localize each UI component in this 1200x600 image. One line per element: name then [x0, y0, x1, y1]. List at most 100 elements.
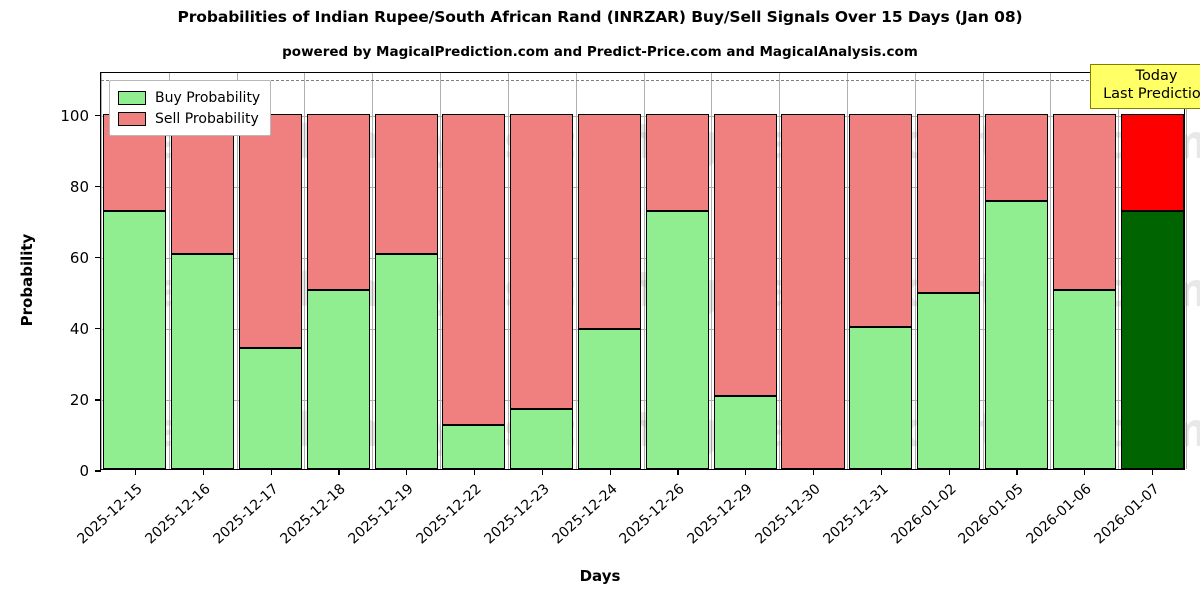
- bar-segment-sell[interactable]: [578, 113, 642, 329]
- bar-segment-sell[interactable]: [374, 113, 438, 255]
- y-tick-mark-0: [95, 470, 101, 472]
- y-tick-mark-60: [95, 257, 101, 259]
- bar-segment-buy[interactable]: [1120, 211, 1184, 469]
- y-tick-label-80: 80: [69, 177, 89, 196]
- bar-group[interactable]: [713, 71, 777, 469]
- x-tick-mark-2: [270, 469, 272, 475]
- bar-segment-sell[interactable]: [713, 113, 777, 397]
- legend-item-1[interactable]: Sell Probability: [118, 108, 260, 129]
- x-tick-mark-3: [338, 469, 340, 475]
- gridline-x-6: [508, 73, 509, 469]
- bar-segment-buy[interactable]: [442, 424, 506, 469]
- gridline-y-100: [101, 115, 1184, 117]
- bar-group[interactable]: [1052, 71, 1116, 469]
- y-tick-mark-80: [95, 186, 101, 188]
- x-tick-mark-6: [541, 469, 543, 475]
- gridline-y-60: [101, 257, 1184, 259]
- gridline-x-12: [915, 73, 916, 469]
- x-tick-mark-11: [880, 469, 883, 475]
- x-tick-mark-15: [1152, 469, 1154, 475]
- bar-segment-buy[interactable]: [849, 326, 913, 469]
- x-tick-mark-14: [1084, 469, 1086, 475]
- gridline-x-11: [847, 73, 848, 469]
- x-tick-mark-13: [1016, 469, 1018, 475]
- bar-segment-sell[interactable]: [984, 113, 1048, 201]
- bar-group[interactable]: [442, 71, 506, 469]
- gridline-y-80: [101, 186, 1184, 188]
- x-tick-mark-0: [134, 469, 137, 475]
- bar-segment-sell[interactable]: [442, 113, 506, 425]
- gridline-x-15: [1118, 73, 1119, 469]
- bar-segment-sell[interactable]: [781, 113, 845, 469]
- bar-segment-buy[interactable]: [306, 289, 370, 469]
- y-axis-label-wrap: Probability: [18, 0, 36, 327]
- bar-segment-buy[interactable]: [578, 328, 642, 469]
- x-tick-mark-1: [202, 469, 204, 475]
- bar-segment-buy[interactable]: [238, 348, 303, 469]
- bar-group[interactable]: [171, 71, 235, 469]
- x-tick-mark-12: [948, 469, 950, 475]
- x-tick-mark-9: [745, 469, 747, 475]
- legend-label: Buy Probability: [155, 89, 261, 106]
- bar-group[interactable]: [578, 71, 642, 469]
- x-tick-mark-5: [473, 469, 476, 475]
- bar-segment-buy[interactable]: [510, 408, 574, 469]
- bar-segment-buy[interactable]: [171, 254, 235, 469]
- x-tick-mark-10: [813, 469, 815, 475]
- bar-segment-sell[interactable]: [849, 113, 913, 327]
- x-tick-mark-4: [406, 469, 408, 475]
- gridline-x-0: [101, 73, 102, 469]
- y-tick-mark-40: [95, 328, 101, 330]
- bar-segment-buy[interactable]: [1052, 289, 1116, 469]
- bar-segment-buy[interactable]: [103, 211, 167, 469]
- bar-segment-buy[interactable]: [713, 396, 777, 469]
- y-axis-label: Probability: [18, 233, 36, 327]
- bar-segment-sell[interactable]: [1052, 113, 1116, 290]
- legend-item-0[interactable]: Buy Probability: [118, 87, 260, 108]
- bar-group[interactable]: [374, 71, 438, 469]
- gridline-x-9: [711, 73, 712, 469]
- y-tick-label-100: 100: [60, 106, 89, 125]
- bar-segment-sell[interactable]: [1120, 113, 1184, 212]
- legend-label: Sell Probability: [155, 110, 259, 127]
- y-tick-mark-20: [95, 399, 101, 401]
- bar-group[interactable]: [781, 71, 845, 469]
- bar-group[interactable]: [238, 71, 303, 469]
- bar-group[interactable]: [645, 71, 709, 469]
- bar-segment-sell[interactable]: [510, 113, 574, 409]
- y-tick-label-0: 0: [79, 462, 89, 480]
- y-tick-label-40: 40: [69, 319, 89, 338]
- gridline-x-8: [644, 73, 645, 469]
- bar-segment-buy[interactable]: [984, 200, 1048, 469]
- bar-segment-sell[interactable]: [917, 113, 981, 294]
- bar-group[interactable]: [510, 71, 574, 469]
- gridline-x-4: [372, 73, 373, 469]
- bar-group[interactable]: [984, 71, 1048, 469]
- today-annotation-line2: Last Prediction: [1103, 85, 1200, 102]
- gridline-x-2: [237, 73, 238, 469]
- bar-group[interactable]: [306, 71, 370, 469]
- bar-segment-sell[interactable]: [306, 113, 370, 290]
- gridline-x-3: [304, 73, 305, 469]
- bar-group[interactable]: [849, 71, 913, 469]
- gridline-x-10: [779, 73, 780, 469]
- bar-group[interactable]: [1120, 71, 1184, 469]
- bar-group[interactable]: [917, 71, 981, 469]
- bar-segment-buy[interactable]: [374, 254, 438, 469]
- bar-segment-buy[interactable]: [917, 293, 981, 469]
- bar-segment-sell[interactable]: [171, 113, 235, 255]
- bar-segment-buy[interactable]: [645, 211, 709, 469]
- y-tick-label-60: 60: [69, 248, 89, 267]
- gridline-x-14: [1050, 73, 1051, 469]
- plot-area: MagicalAnalysis.comMagicalPrediction.com…: [60, 64, 1200, 547]
- gridline-x-16: [1186, 73, 1187, 469]
- chart-subtitle: powered by MagicalPrediction.com and Pre…: [282, 44, 918, 60]
- bar-segment-sell[interactable]: [645, 113, 709, 212]
- x-tick-mark-7: [609, 469, 611, 475]
- bar-segment-sell[interactable]: [238, 113, 303, 349]
- chart-title: Probabilities of Indian Rupee/South Afri…: [177, 8, 1023, 26]
- chart-legend: Buy Probability Sell Probability: [109, 80, 272, 136]
- gridline-x-13: [983, 73, 984, 469]
- y-tick-mark-100: [95, 115, 101, 117]
